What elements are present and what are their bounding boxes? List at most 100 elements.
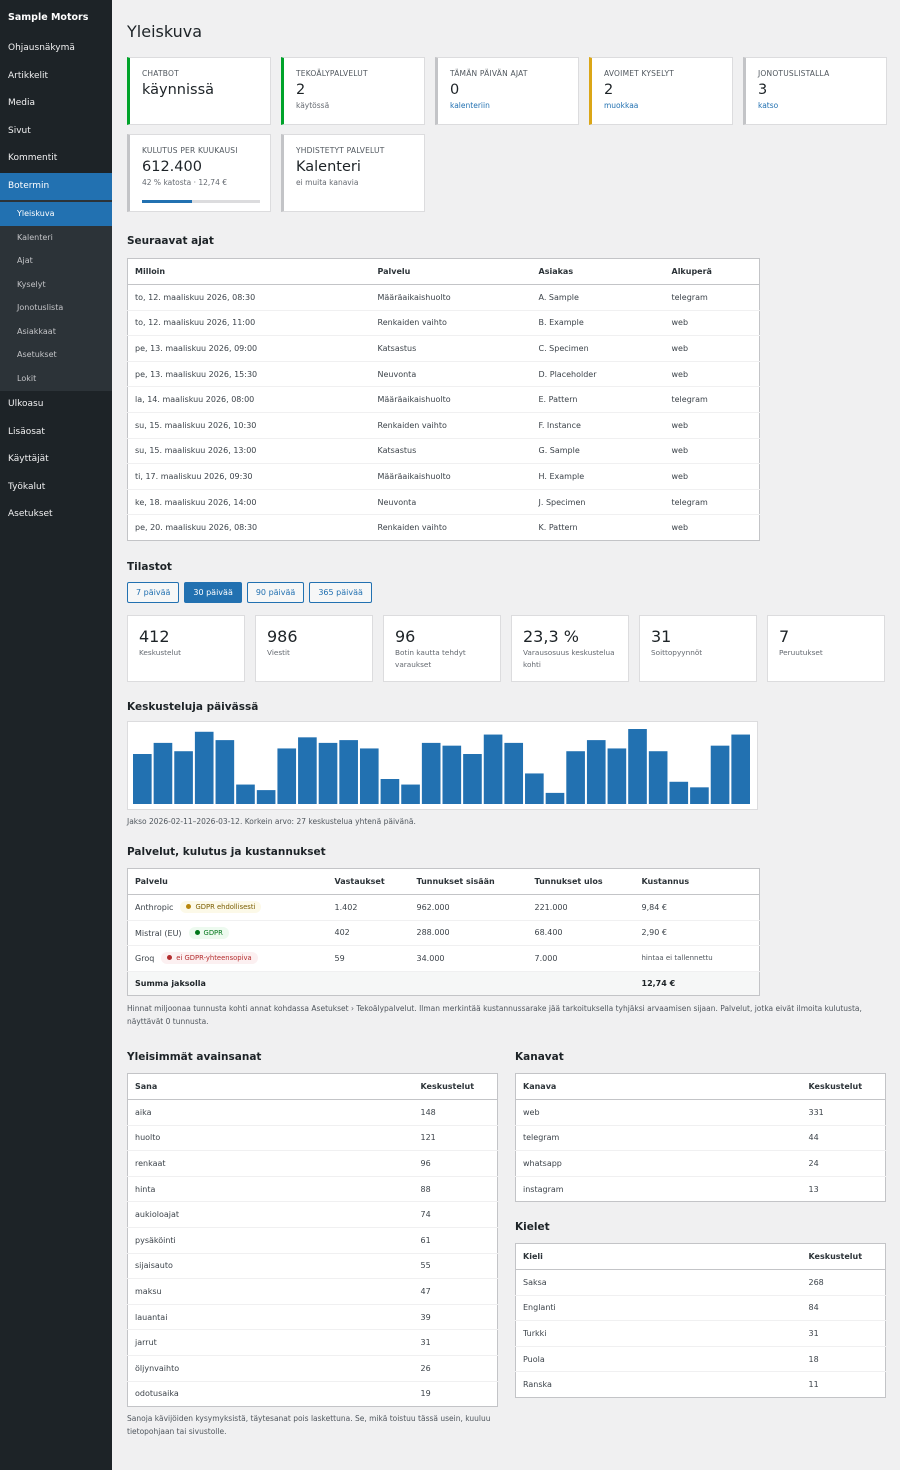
table-cell: 148 (413, 1099, 498, 1126)
table-cell: E. Pattern (531, 386, 665, 413)
table-cell: lauantai (127, 1303, 414, 1330)
table-cell: 268 (801, 1269, 886, 1296)
card-link[interactable]: kalenteriin (450, 101, 490, 110)
menu-item[interactable]: Ulkoasu (8, 399, 44, 409)
range-button[interactable]: 7 päivää (127, 582, 180, 603)
menu-item[interactable]: Artikkelit (8, 70, 49, 81)
submenu-item[interactable]: Kalenteri (17, 232, 53, 242)
stat-cards: 412 Keskustelut 986 Viestit 96 Botin kautta t… (127, 615, 885, 682)
stat-label: Varausosuus keskustelua kohti (523, 648, 615, 669)
stat-label: Viestit (267, 648, 290, 657)
table-cell: sijaisauto (127, 1252, 414, 1279)
bar (607, 748, 627, 804)
table-head: Milloin Palvelu Asiakas Alkuperä (127, 258, 760, 285)
bar (483, 734, 503, 804)
status-card: TEKOÄLYPALVELUT 2 käytössä (281, 57, 425, 125)
column-header: Keskustelut (801, 1243, 886, 1270)
menu-item[interactable]: Botermin (0, 172, 112, 200)
bar (215, 740, 235, 804)
table-cell: 74 (413, 1201, 498, 1228)
table-cell: Katsastus (370, 437, 532, 464)
menu-item[interactable]: Työkalut (8, 481, 46, 492)
table-cell: su, 15. maaliskuu 2026, 13:00 (127, 437, 371, 464)
table-cell: 31 (801, 1320, 886, 1347)
menu-item[interactable]: Käyttäjät (8, 454, 49, 464)
card-value: Kalenteri (296, 159, 361, 175)
card-label: TEKOÄLYPALVELUT (296, 69, 368, 78)
range-button[interactable]: 30 päivää (184, 582, 242, 603)
bar (545, 792, 565, 804)
column-header: Keskustelut (413, 1073, 498, 1100)
table-note: Hinnat miljoonaa tunnusta kohti annat ko… (127, 1004, 862, 1026)
table-cell: 84 (801, 1294, 886, 1321)
card-link[interactable]: katso (758, 101, 779, 110)
card-link[interactable]: muokkaa (604, 101, 639, 110)
table-cell: su, 15. maaliskuu 2026, 10:30 (127, 411, 371, 439)
submenu-item[interactable]: Lokit (17, 373, 37, 383)
brand[interactable]: Sample Motors (8, 12, 89, 23)
submenu-item[interactable]: Kyselyt (17, 279, 46, 289)
menu-item[interactable]: Lisäosat (8, 426, 45, 437)
bar (690, 787, 709, 804)
stat-card: 412 Keskustelut (127, 615, 245, 682)
stat-label: Peruutukset (779, 648, 823, 657)
progress-fill (142, 200, 192, 203)
table-cell: 7.000 (527, 945, 635, 972)
bar (710, 745, 730, 804)
table-cell: 2,90 € (634, 919, 760, 946)
submenu-item[interactable]: Ajat (17, 256, 33, 265)
status-card: YHDISTETYT PALVELUT Kalenteri ei muita kan… (281, 134, 425, 212)
bar (442, 745, 462, 804)
stat-value: 96 (395, 627, 416, 646)
table-cell: telegram (664, 488, 760, 515)
stat-value: 23,3 % (523, 627, 579, 646)
chart-box (127, 721, 758, 810)
bar (525, 773, 544, 804)
submenu-item[interactable]: Jonotuslista (17, 303, 64, 312)
menu-item[interactable]: Sivut (8, 125, 31, 136)
menu-item[interactable]: Ohjausnäkymä (8, 43, 75, 53)
range-buttons: 7 päivää 30 päivää 90 päivää 365 päivää (127, 582, 372, 603)
status-card: JONOTUSLISTALLA 3 katso (743, 57, 887, 125)
bar-chart (133, 729, 750, 804)
range-button[interactable]: 365 päivää (309, 582, 372, 603)
gdpr-badge: GDPR ehdollisesti (180, 901, 262, 914)
range-button[interactable]: 90 päivää (246, 582, 305, 603)
gdpr-badge: ei GDPR-yhteensopiva (161, 952, 258, 965)
table-cell: web (664, 335, 760, 362)
main-content: Yleiskuva CHATBOT käynnissä TEKOÄLYPALVELUT… (112, 0, 900, 1470)
submenu-item[interactable]: Yleiskuva (0, 202, 112, 226)
submenu-item[interactable]: Asiakkaat (17, 326, 56, 336)
menu-item[interactable]: Asetukset (8, 509, 53, 519)
bar (566, 751, 585, 804)
column-header: Kanava (515, 1073, 802, 1100)
status-card: TÄMÄN PÄIVÄN AJAT 0 kalenteriin (435, 57, 579, 125)
table-body: aika 148 huolto 121 renkaat 96 hinta 88 aukioloa… (127, 1099, 498, 1407)
table-cell: hintaa ei tallennettu (634, 945, 760, 972)
table-cell (327, 970, 410, 996)
table-cell: ke, 18. maaliskuu 2026, 14:00 (127, 488, 371, 515)
column-header: Alkuperä (664, 258, 760, 285)
stat-card: 986 Viestit (255, 615, 373, 682)
card-value: 2 (604, 82, 614, 98)
stat-label: Keskustelut (139, 648, 182, 657)
column-header: Vastaukset (327, 868, 410, 895)
menu-item[interactable]: Kommentit (8, 153, 58, 163)
table-head: Kanava Keskustelut (515, 1073, 886, 1100)
column-header: Palvelu (127, 868, 328, 895)
header-row: Palvelu Vastaukset Tunnukset sisään Tunnuks… (127, 868, 760, 895)
table-row: to, 12. maaliskuu 2026, 08:30 Määräaikais… (127, 284, 760, 311)
menu-item[interactable]: Media (8, 98, 36, 108)
table-cell: 18 (801, 1345, 886, 1372)
table-cell: 96 (413, 1150, 498, 1177)
service-name: Mistral (EU) (135, 928, 182, 938)
submenu-item[interactable]: Asetukset (17, 350, 57, 359)
bar (504, 742, 524, 804)
table-row: öljynvaihto 26 (127, 1354, 498, 1382)
table-row: Englanti 84 (515, 1294, 886, 1321)
table-cell: 288.000 (409, 919, 528, 946)
progress-track (142, 200, 260, 203)
bar (133, 754, 152, 804)
card-value: käynnissä (142, 82, 215, 98)
data-table: Sana Keskustelut aika 148 huolto 121 renkaat 96… (127, 1073, 498, 1408)
